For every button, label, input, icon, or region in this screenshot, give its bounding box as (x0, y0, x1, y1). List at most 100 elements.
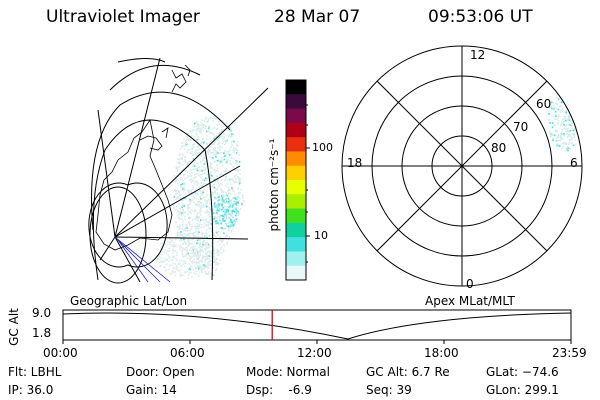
aurora-pixel (233, 149, 236, 151)
aurora-pixel (208, 245, 210, 247)
aurora-pixel (192, 195, 195, 198)
aurora-pixel (198, 166, 200, 169)
aurora-pixel (198, 238, 200, 241)
aurora-pixel (206, 273, 208, 275)
aurora-pixel (213, 205, 215, 207)
aurora-pixel (550, 134, 552, 136)
aurora-pixel (195, 216, 197, 218)
aurora-pixel (203, 156, 206, 159)
aurora-pixel (231, 133, 233, 135)
aurora-pixel (213, 183, 215, 186)
aurora-pixel (230, 221, 232, 224)
aurora-pixel (185, 142, 187, 144)
aurora-pixel (212, 233, 215, 236)
aurora-pixel (235, 152, 238, 154)
aurora-pixel (225, 214, 228, 216)
aurora-pixel (241, 194, 244, 196)
aurora-pixel (234, 255, 236, 257)
aurora-pixel (182, 225, 185, 228)
aurora-pixel (203, 264, 205, 266)
aurora-pixel (199, 210, 202, 212)
right-polar-map (341, 45, 583, 287)
aurora-pixel (191, 256, 193, 259)
aurora-pixel (241, 219, 244, 221)
aurora-pixel (186, 204, 189, 206)
aurora-pixel (581, 120, 582, 123)
aurora-pixel (189, 131, 192, 133)
aurora-pixel (559, 111, 562, 113)
aurora-pixel (188, 222, 190, 225)
aurora-pixel (216, 207, 219, 210)
aurora-pixel (180, 213, 182, 215)
aurora-pixel (561, 121, 563, 123)
aurora-pixel (226, 183, 229, 185)
aurora-pixel (192, 154, 194, 156)
aurora-pixel (161, 242, 163, 245)
aurora-pixel (227, 186, 230, 188)
aurora-pixel (202, 264, 204, 267)
aurora-pixel (199, 186, 201, 189)
aurora-pixel (208, 263, 210, 265)
aurora-pixel (238, 160, 241, 163)
aurora-pixel (205, 183, 207, 186)
aurora-pixel (186, 138, 188, 140)
aurora-pixel (182, 153, 184, 155)
aurora-pixel (572, 144, 575, 147)
aurora-pixel (242, 200, 245, 202)
aurora-pixel (181, 145, 184, 147)
aurora-pixel (172, 206, 175, 209)
aurora-pixel (550, 135, 552, 138)
aurora-pixel (181, 253, 184, 255)
aurora-pixel (243, 217, 245, 220)
aurora-pixel (208, 146, 210, 148)
aurora-pixel (223, 249, 225, 252)
aurora-pixel (230, 141, 233, 144)
aurora-pixel (226, 201, 229, 204)
aurora-pixel (226, 247, 228, 249)
aurora-pixel (227, 212, 229, 215)
colorbar-swatch (286, 94, 306, 110)
aurora-pixel (574, 120, 576, 123)
aurora-pixel (573, 110, 576, 113)
aurora-pixel (209, 156, 211, 158)
aurora-pixel (194, 143, 196, 145)
aurora-pixel (188, 203, 191, 206)
aurora-pixel (558, 108, 560, 111)
aurora-pixel (227, 229, 230, 232)
aurora-pixel (222, 120, 224, 122)
altitude-xtick-2359: 23:59 (552, 346, 587, 360)
aurora-pixel (194, 252, 196, 254)
aurora-pixel (233, 200, 235, 203)
aurora-pixel (195, 121, 198, 123)
aurora-pixel (207, 256, 209, 259)
aurora-pixel (212, 193, 214, 196)
aurora-pixel (188, 217, 191, 220)
aurora-pixel (175, 221, 177, 223)
aurora-pixel (190, 181, 192, 184)
aurora-pixel (191, 276, 193, 278)
aurora-pixel (213, 259, 216, 261)
aurora-pixel (225, 170, 228, 173)
aurora-pixel (219, 239, 221, 241)
aurora-pixel (224, 227, 226, 230)
aurora-pixel (196, 125, 198, 128)
aurora-pixel (216, 167, 219, 169)
aurora-pixel (193, 265, 195, 267)
aurora-pixel (210, 177, 212, 180)
aurora-pixel (224, 150, 226, 152)
aurora-pixel (175, 208, 177, 211)
aurora-pixel (224, 213, 226, 215)
aurora-pixel (205, 235, 207, 237)
aurora-pixel (209, 188, 211, 191)
aurora-pixel (214, 274, 216, 277)
aurora-pixel (176, 178, 178, 180)
aurora-pixel (209, 219, 212, 221)
aurora-pixel (216, 124, 218, 126)
aurora-pixel (198, 244, 201, 246)
aurora-pixel (242, 236, 244, 239)
aurora-pixel (218, 199, 221, 201)
aurora-pixel (220, 130, 223, 133)
aurora-pixel (218, 141, 220, 144)
aurora-pixel (571, 138, 573, 140)
aurora-pixel (193, 210, 196, 212)
